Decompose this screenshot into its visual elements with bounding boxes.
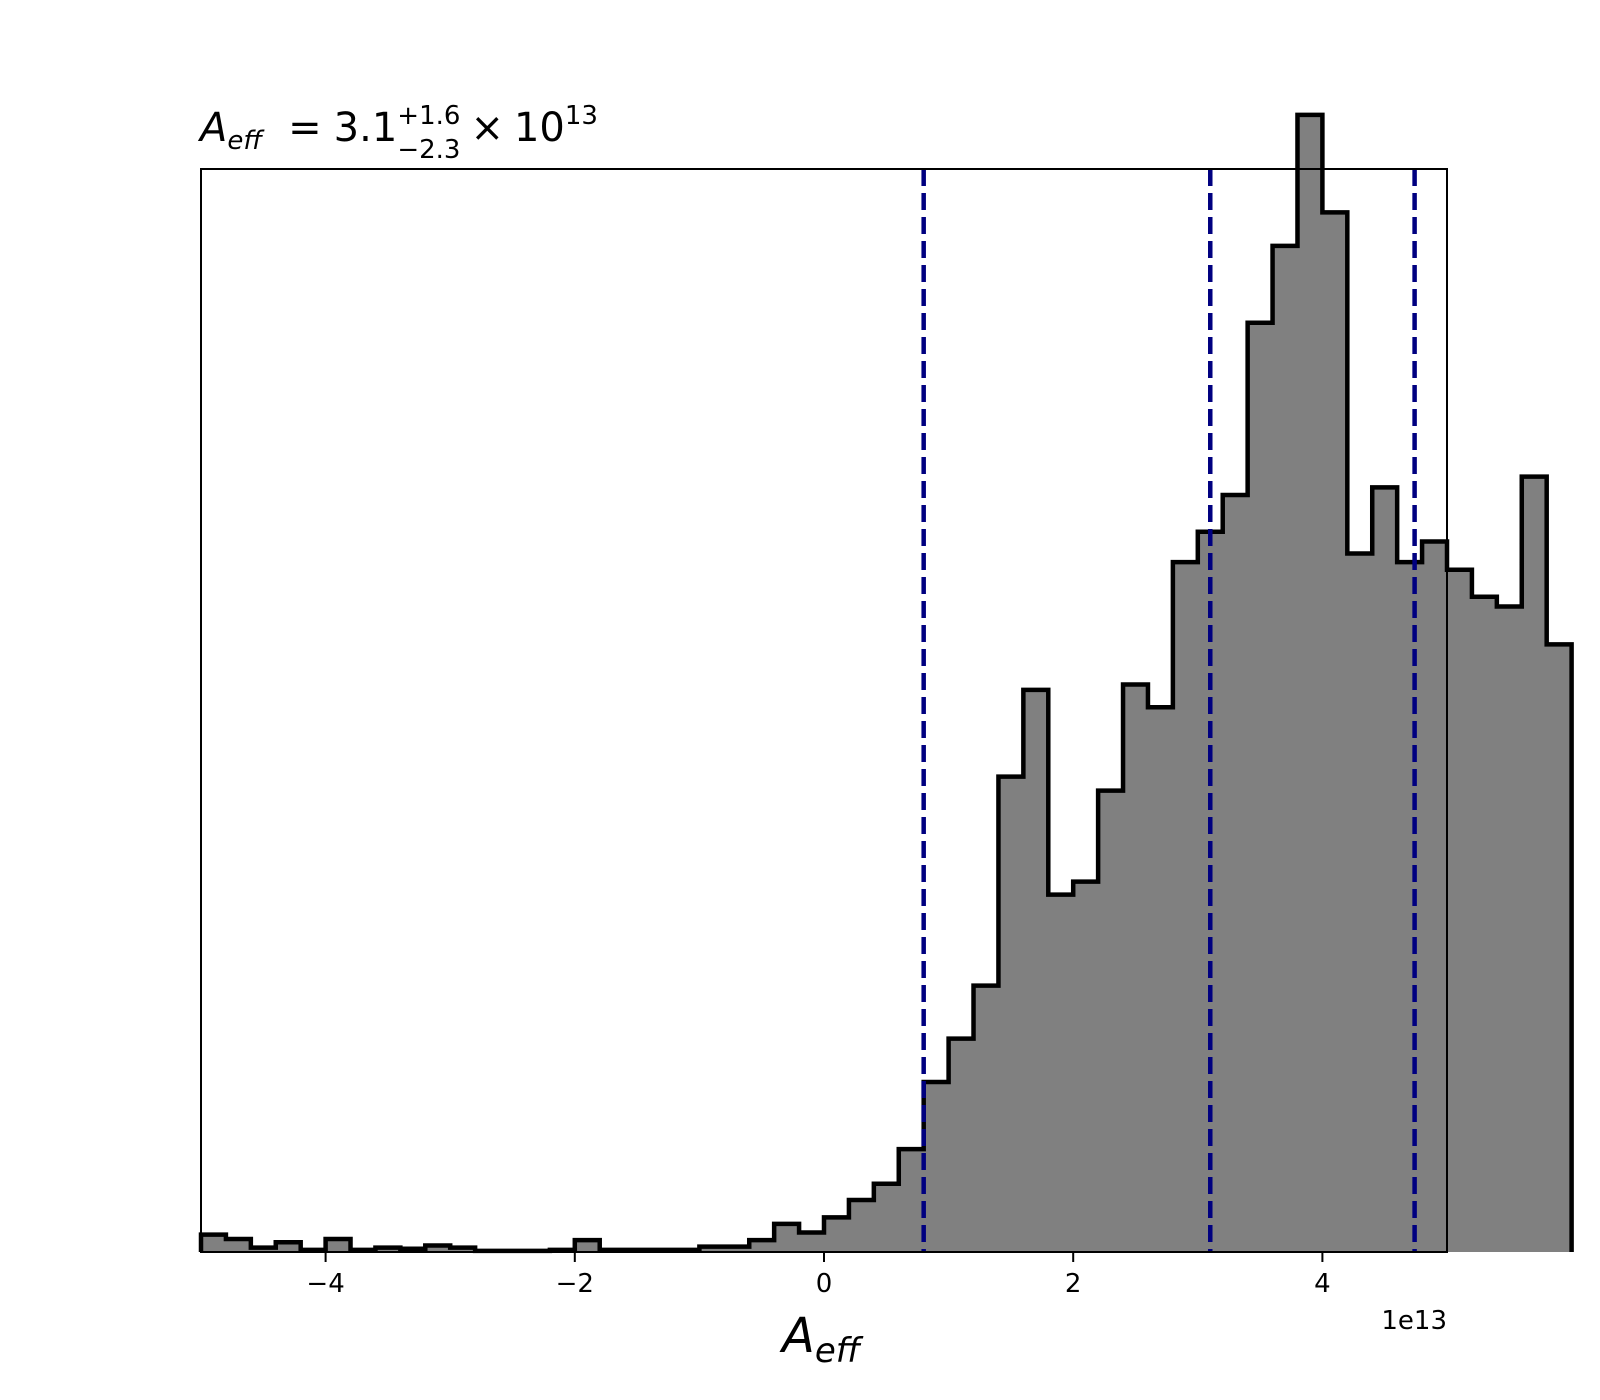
- histogram-bar: [1397, 562, 1423, 1252]
- histogram-bar: [1147, 707, 1174, 1252]
- histogram-bar: [1422, 541, 1448, 1252]
- histogram-bar: [774, 1223, 800, 1252]
- histogram-bar: [724, 1246, 750, 1252]
- x-tick-label: −4: [306, 1269, 344, 1299]
- histogram-bar: [1297, 114, 1323, 1253]
- title-value: 3.1: [334, 105, 398, 151]
- histogram-bar: [1521, 476, 1548, 1252]
- histogram-bar: [1272, 245, 1298, 1252]
- title-base: 10: [514, 105, 565, 151]
- histogram-bar: [1322, 212, 1348, 1252]
- credible-interval-lines: [921, 169, 1417, 1252]
- title-symbol-subscript: eff: [227, 126, 265, 156]
- x-tick-label: 0: [816, 1269, 833, 1299]
- histogram-bar: [1172, 562, 1199, 1252]
- histogram-bar: [848, 1200, 875, 1252]
- histogram-bar: [923, 1081, 950, 1252]
- histogram-bar: [699, 1246, 725, 1252]
- x-axis-ticks: −4 −2 0 2 4: [306, 1252, 1331, 1299]
- x-axis-label: Aeff: [779, 1308, 864, 1371]
- histogram-bar: [1123, 684, 1149, 1252]
- histogram-bar: [1496, 606, 1523, 1252]
- xlabel-symbol: A: [779, 1308, 815, 1364]
- histogram-bar: [275, 1242, 302, 1252]
- histogram-bar: [1471, 596, 1498, 1252]
- x-tick-label: −2: [556, 1269, 594, 1299]
- title-upper-error: +1.6: [397, 101, 460, 131]
- chart-title: Aeff = 3.1+1.6 −2.3 × 1013: [197, 101, 598, 165]
- title-symbol: A: [197, 105, 227, 151]
- histogram-bar: [225, 1239, 252, 1252]
- histogram-bar: [1098, 790, 1124, 1252]
- title-lower-error: −2.3: [397, 135, 460, 165]
- xlabel-symbol-subscript: eff: [815, 1331, 864, 1371]
- title-times: ×: [470, 105, 504, 151]
- histogram-bar: [1048, 894, 1074, 1252]
- histogram-bar: [1023, 689, 1049, 1252]
- x-tick-label: 2: [1065, 1269, 1082, 1299]
- histogram-bar: [1347, 553, 1373, 1252]
- histogram-bar: [1247, 322, 1274, 1252]
- x-axis-offset-label: 1e13: [1381, 1306, 1447, 1336]
- histogram-bar: [574, 1240, 601, 1252]
- histogram-bar: [898, 1149, 925, 1252]
- histogram-bar: [973, 985, 999, 1252]
- histogram-bar: [1222, 494, 1249, 1252]
- histogram-bar: [325, 1239, 352, 1252]
- histogram-bar: [799, 1232, 825, 1252]
- title-equals: =: [288, 105, 322, 151]
- title-exponent: 13: [565, 101, 598, 131]
- histogram-bar: [749, 1240, 775, 1252]
- histogram-bar: [998, 776, 1024, 1252]
- histogram-bar: [1073, 881, 1099, 1252]
- histogram-bar: [824, 1217, 850, 1252]
- histogram-bar: [1546, 644, 1573, 1252]
- histogram-bar: [425, 1245, 451, 1252]
- histogram-bar: [948, 1038, 975, 1252]
- histogram-bar: [1447, 569, 1473, 1252]
- histogram-bar: [201, 1234, 227, 1252]
- x-tick-label: 4: [1314, 1269, 1331, 1299]
- histogram-bar: [1372, 487, 1398, 1253]
- histogram-bars: [201, 114, 1573, 1253]
- histogram-bar: [873, 1183, 900, 1252]
